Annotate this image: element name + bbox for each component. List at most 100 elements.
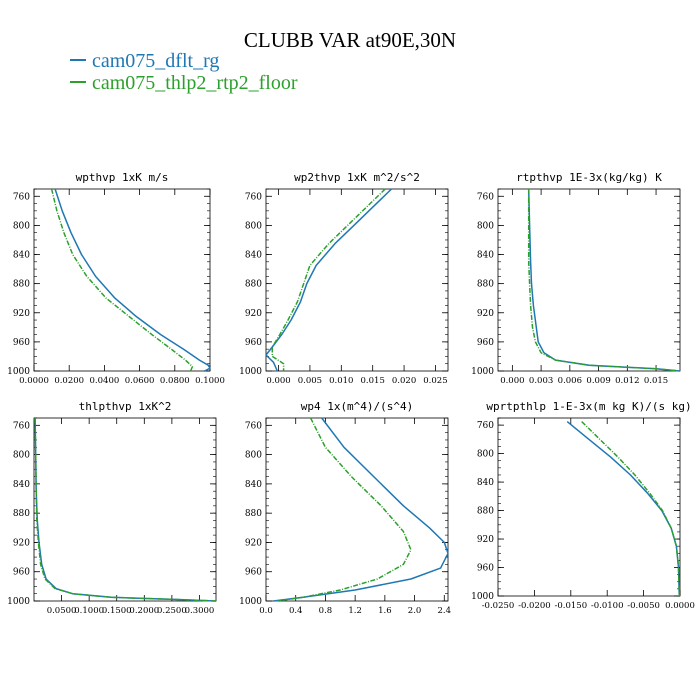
y-tick-label: 1000 — [239, 597, 262, 607]
y-tick-label: 800 — [13, 221, 30, 231]
x-tick-label: 0.0400 — [90, 376, 120, 386]
y-tick-label: 960 — [13, 568, 30, 578]
x-tick-label: 0.0800 — [160, 376, 190, 386]
series-line-1 — [34, 417, 217, 602]
x-tick-label: -0.0050 — [627, 601, 660, 611]
series-line-1 — [54, 188, 211, 372]
y-tick-label: 960 — [13, 338, 30, 348]
plot-title-2: wp2thvp 1xK m^2/s^2 — [294, 171, 420, 184]
y-tick-label: 880 — [245, 509, 262, 519]
y-tick-label: 760 — [13, 192, 30, 202]
y-tick-label: 800 — [477, 450, 494, 460]
x-tick-label: 0.006 — [558, 376, 582, 386]
series-line-2 — [271, 188, 386, 371]
x-tick-label: 0.1000 — [74, 606, 104, 616]
x-tick-label: 0.0 — [259, 606, 273, 616]
x-tick-label: 0.8 — [319, 606, 333, 616]
y-tick-label: 800 — [477, 221, 494, 231]
legend-entry-1: cam075_dflt_rg — [70, 50, 219, 73]
y-tick-label: 840 — [13, 251, 30, 261]
x-tick-label: 1.6 — [378, 606, 392, 616]
series-line-2 — [50, 188, 194, 372]
figure-title: CLUBB VAR at90E,30N — [243, 28, 457, 52]
x-tick-label: -0.0250 — [482, 601, 515, 611]
y-tick-label: 840 — [13, 480, 30, 490]
x-tick-label: 0.025 — [423, 376, 447, 386]
y-tick-label: 760 — [477, 192, 494, 202]
y-tick-label: 1000 — [7, 367, 30, 377]
series-line-1 — [566, 421, 681, 597]
y-tick-label: 760 — [245, 192, 262, 202]
y-tick-label: 1000 — [7, 597, 30, 607]
x-tick-label: 0.4 — [289, 606, 303, 616]
y-tick-label: 880 — [13, 509, 30, 519]
y-tick-label: 800 — [13, 451, 30, 461]
y-tick-label: 920 — [13, 538, 30, 548]
y-tick-label: 840 — [477, 478, 494, 488]
legend-line-1 — [70, 59, 86, 62]
x-tick-label: 0.0200 — [54, 376, 84, 386]
y-tick-label: 880 — [13, 280, 30, 290]
legend-label-1: cam075_dflt_rg — [92, 50, 220, 72]
x-tick-label: 1.2 — [348, 606, 362, 616]
y-tick-label: 880 — [477, 280, 494, 290]
y-tick-label: 800 — [245, 451, 262, 461]
series-line-2 — [276, 417, 412, 602]
y-tick-label: 960 — [477, 564, 494, 574]
y-tick-label: 880 — [477, 507, 494, 517]
y-tick-label: 1000 — [239, 367, 262, 377]
y-tick-label: 760 — [245, 421, 262, 431]
plot-title-6: wprtpthlp 1-E-3x(m kg K)/(s kg) — [486, 400, 691, 413]
x-tick-label: 2.4 — [438, 606, 452, 616]
x-tick-label: 0.009 — [586, 376, 610, 386]
x-tick-label: 0.005 — [298, 376, 322, 386]
x-tick-label: 0.0500 — [47, 606, 77, 616]
plot-frame-1 — [33, 188, 211, 372]
legend-entry-2: cam075_thlp2_rtp2_floor — [70, 72, 298, 95]
plot-frame-2 — [265, 188, 449, 372]
y-tick-label: 920 — [477, 535, 494, 545]
x-tick-label: 0.015 — [644, 376, 668, 386]
legend-line-2 — [70, 81, 86, 84]
y-tick-label: 840 — [245, 480, 262, 490]
y-tick-label: 880 — [245, 280, 262, 290]
x-tick-label: 0.1500 — [102, 606, 132, 616]
x-tick-label: 0.020 — [392, 376, 416, 386]
x-tick-label: 0.2000 — [129, 606, 159, 616]
y-tick-label: 760 — [477, 421, 494, 431]
y-tick-label: 840 — [245, 251, 262, 261]
x-tick-label: 0.0000 — [19, 376, 49, 386]
x-tick-label: 0.000 — [500, 376, 524, 386]
x-tick-label: 0.012 — [615, 376, 639, 386]
y-tick-label: 920 — [245, 538, 262, 548]
y-tick-label: 760 — [13, 421, 30, 431]
y-tick-label: 920 — [245, 309, 262, 319]
y-tick-label: 800 — [245, 221, 262, 231]
x-tick-label: 0.0000 — [665, 601, 695, 611]
series-line-1 — [273, 417, 449, 602]
series-line-2 — [34, 417, 217, 602]
y-tick-label: 1000 — [471, 592, 494, 602]
x-tick-label: -0.0200 — [518, 601, 551, 611]
plot-frame-4 — [33, 417, 217, 602]
plot-title-3: rtpthvp 1E-3x(kg/kg) K — [516, 171, 662, 184]
x-tick-label: 0.010 — [329, 376, 353, 386]
x-tick-label: -0.0150 — [554, 601, 587, 611]
series-line-2 — [581, 421, 681, 597]
series-line-1 — [265, 188, 393, 372]
plot-title-4: thlpthvp 1xK^2 — [79, 400, 172, 413]
y-tick-label: 960 — [477, 338, 494, 348]
plot-title-1: wpthvp 1xK m/s — [76, 171, 169, 184]
y-tick-label: 920 — [477, 309, 494, 319]
x-tick-label: 0.000 — [266, 376, 290, 386]
x-tick-label: -0.0100 — [591, 601, 624, 611]
plot-frame-5 — [265, 417, 449, 602]
y-tick-label: 960 — [245, 338, 262, 348]
plot-title-5: wp4 1x(m^4)/(s^4) — [301, 400, 414, 413]
y-tick-label: 920 — [13, 309, 30, 319]
x-tick-label: 0.3000 — [185, 606, 215, 616]
legend-label-2: cam075_thlp2_rtp2_floor — [92, 72, 298, 94]
y-tick-label: 840 — [477, 251, 494, 261]
series-line-2 — [527, 189, 681, 372]
